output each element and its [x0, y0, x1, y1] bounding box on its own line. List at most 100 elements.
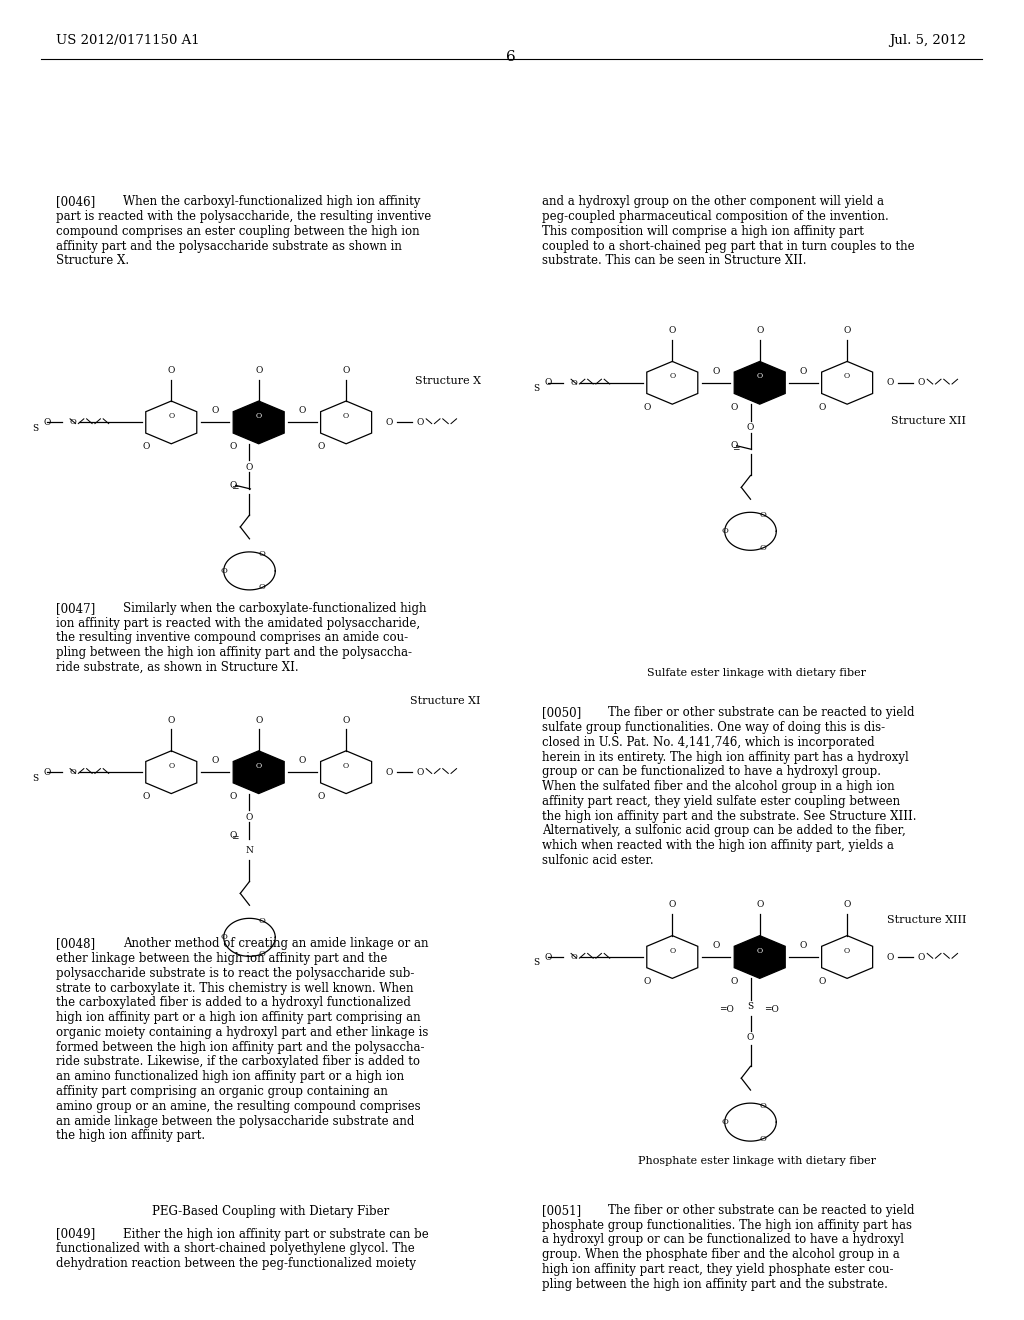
Text: When the carboxyl-functionalized high ion affinity: When the carboxyl-functionalized high io… — [123, 195, 420, 209]
Text: O: O — [643, 977, 651, 986]
Text: O: O — [230, 792, 238, 801]
Text: sulfonic acid ester.: sulfonic acid ester. — [542, 854, 653, 867]
Text: O: O — [317, 792, 325, 801]
Polygon shape — [821, 936, 872, 978]
Text: phosphate group functionalities. The high ion affinity part has: phosphate group functionalities. The hig… — [542, 1218, 912, 1232]
Text: O: O — [800, 941, 807, 950]
Text: O: O — [386, 768, 393, 776]
Text: Alternatively, a sulfonic acid group can be added to the fiber,: Alternatively, a sulfonic acid group can… — [542, 825, 905, 837]
Text: O: O — [818, 977, 825, 986]
Text: O: O — [670, 372, 676, 380]
Text: affinity part and the polysaccharide substrate as shown in: affinity part and the polysaccharide sub… — [56, 240, 402, 252]
Text: =: = — [231, 484, 239, 494]
Text: O: O — [760, 511, 767, 519]
Text: O: O — [299, 756, 306, 766]
Text: O: O — [918, 953, 926, 961]
Text: O: O — [229, 830, 237, 840]
Text: The fiber or other substrate can be reacted to yield: The fiber or other substrate can be reac… — [608, 706, 914, 719]
Text: O: O — [746, 1034, 755, 1041]
Text: O: O — [220, 566, 227, 576]
Text: and a hydroxyl group on the other component will yield a: and a hydroxyl group on the other compon… — [542, 195, 884, 209]
Polygon shape — [821, 362, 872, 404]
Text: =: = — [732, 445, 739, 454]
Polygon shape — [647, 362, 697, 404]
Text: coupled to a short-chained peg part that in turn couples to the: coupled to a short-chained peg part that… — [542, 240, 914, 252]
Text: O: O — [760, 544, 767, 552]
Text: O: O — [70, 418, 76, 426]
Polygon shape — [145, 751, 197, 793]
Text: O: O — [746, 424, 755, 432]
Text: [0049]: [0049] — [56, 1228, 95, 1241]
Text: O: O — [417, 768, 424, 776]
Text: =: = — [231, 834, 239, 843]
Text: O: O — [255, 366, 262, 375]
Polygon shape — [734, 362, 785, 404]
Polygon shape — [145, 401, 197, 444]
Text: O: O — [844, 900, 851, 909]
Text: O: O — [256, 412, 262, 420]
Text: O: O — [142, 442, 150, 451]
Text: organic moiety containing a hydroxyl part and ether linkage is: organic moiety containing a hydroxyl par… — [56, 1026, 429, 1039]
Polygon shape — [647, 936, 697, 978]
Text: Phosphate ester linkage with dietary fiber: Phosphate ester linkage with dietary fib… — [638, 1156, 876, 1167]
Text: O: O — [731, 977, 738, 986]
Text: functionalized with a short-chained polyethylene glycol. The: functionalized with a short-chained poly… — [56, 1242, 415, 1255]
Text: O: O — [343, 762, 349, 770]
Text: O: O — [670, 946, 676, 954]
Text: compound comprises an ester coupling between the high ion: compound comprises an ester coupling bet… — [56, 224, 420, 238]
Text: O: O — [669, 326, 676, 335]
Text: ride substrate, as shown in Structure XI.: ride substrate, as shown in Structure XI… — [56, 661, 299, 675]
Text: Structure X: Structure X — [415, 376, 480, 387]
Text: O: O — [844, 946, 850, 954]
Text: O: O — [756, 326, 764, 335]
Text: O: O — [570, 379, 578, 387]
Polygon shape — [233, 751, 285, 793]
Text: high ion affinity part or a high ion affinity part comprising an: high ion affinity part or a high ion aff… — [56, 1011, 421, 1024]
Text: O: O — [713, 367, 720, 376]
Text: O: O — [211, 756, 219, 766]
Text: Structure XI: Structure XI — [410, 696, 480, 706]
Polygon shape — [321, 401, 372, 444]
Text: [0051]: [0051] — [542, 1204, 581, 1217]
Text: [0046]: [0046] — [56, 195, 95, 209]
Text: O: O — [299, 407, 306, 416]
Text: O: O — [317, 442, 325, 451]
Text: ion affinity part is reacted with the amidated polysaccharide,: ion affinity part is reacted with the am… — [56, 616, 421, 630]
Polygon shape — [321, 751, 372, 793]
Text: the carboxylated fiber is added to a hydroxyl functionalized: the carboxylated fiber is added to a hyd… — [56, 997, 411, 1010]
Text: ether linkage between the high ion affinity part and the: ether linkage between the high ion affin… — [56, 952, 388, 965]
Text: O: O — [255, 715, 262, 725]
Text: 6: 6 — [507, 50, 516, 65]
Text: Sulfate ester linkage with dietary fiber: Sulfate ester linkage with dietary fiber — [647, 668, 866, 678]
Text: O: O — [760, 1102, 767, 1110]
Text: the high ion affinity part.: the high ion affinity part. — [56, 1130, 206, 1142]
Text: O: O — [887, 953, 894, 961]
Text: O: O — [721, 527, 728, 536]
Text: O: O — [43, 768, 51, 776]
Text: O: O — [246, 463, 253, 471]
Text: O: O — [756, 900, 764, 909]
Text: S: S — [534, 958, 540, 968]
Text: O: O — [721, 1118, 728, 1126]
Text: O: O — [844, 372, 850, 380]
Text: part is reacted with the polysaccharide, the resulting inventive: part is reacted with the polysaccharide,… — [56, 210, 431, 223]
Text: O: O — [887, 379, 894, 387]
Text: O: O — [570, 953, 578, 961]
Text: S: S — [748, 1002, 754, 1011]
Polygon shape — [233, 401, 285, 444]
Text: O: O — [757, 372, 763, 380]
Text: =O: =O — [719, 1005, 734, 1014]
Text: which when reacted with the high ion affinity part, yields a: which when reacted with the high ion aff… — [542, 840, 894, 853]
Text: O: O — [730, 441, 737, 450]
Text: O: O — [800, 367, 807, 376]
Text: Either the high ion affinity part or substrate can be: Either the high ion affinity part or sub… — [123, 1228, 428, 1241]
Text: pling between the high ion affinity part and the polysaccha-: pling between the high ion affinity part… — [56, 647, 413, 659]
Text: O: O — [818, 403, 825, 412]
Text: O: O — [342, 366, 350, 375]
Text: O: O — [417, 418, 424, 426]
Text: Structure X.: Structure X. — [56, 255, 129, 268]
Text: [0048]: [0048] — [56, 937, 95, 950]
Text: substrate. This can be seen in Structure XII.: substrate. This can be seen in Structure… — [542, 255, 807, 268]
Text: O: O — [70, 768, 76, 776]
Text: O: O — [230, 442, 238, 451]
